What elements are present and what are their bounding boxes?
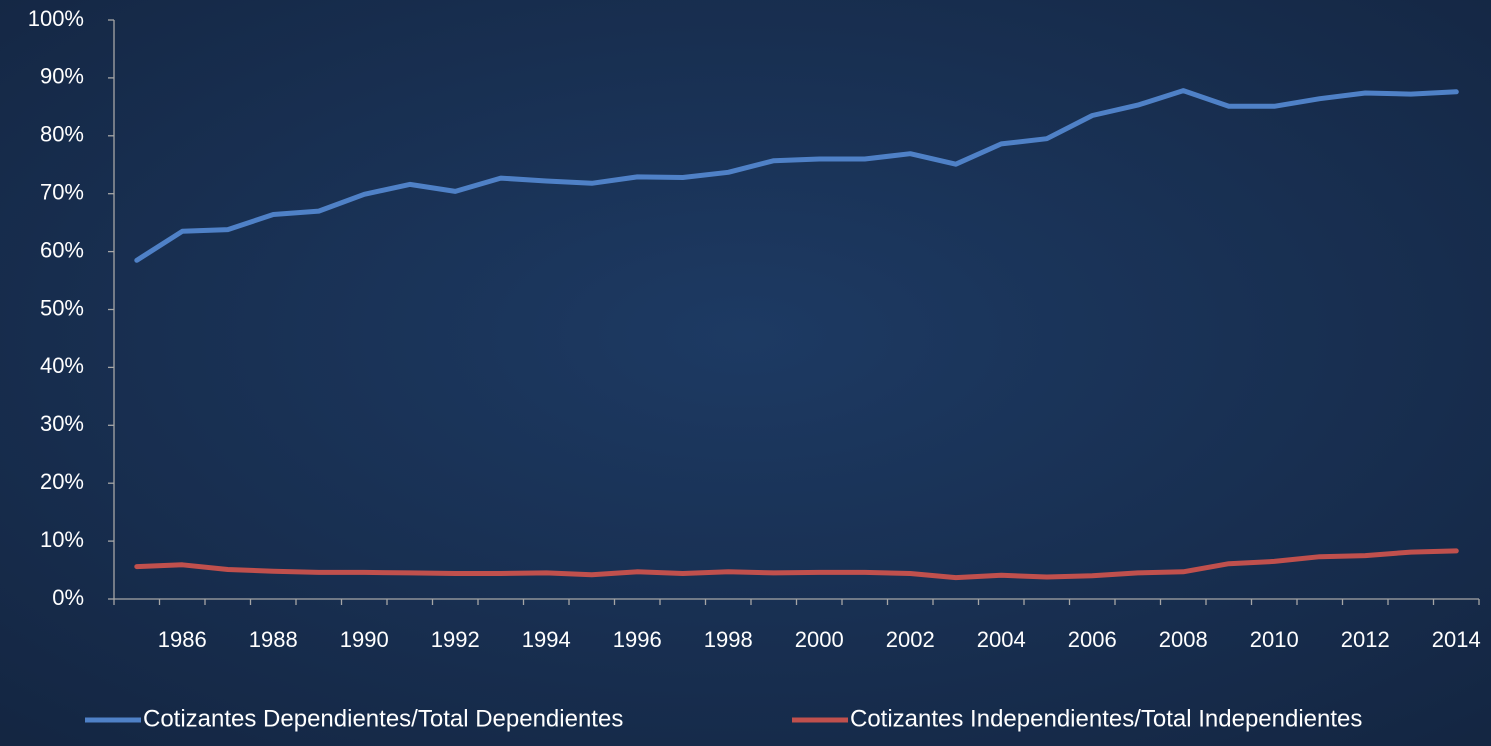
x-tick-label: 2000 xyxy=(795,627,844,652)
legend-label: Cotizantes Dependientes/Total Dependient… xyxy=(143,705,623,732)
x-tick-label: 1988 xyxy=(249,627,298,652)
x-tick-label: 1992 xyxy=(431,627,480,652)
y-tick-label: 70% xyxy=(40,180,84,205)
y-tick-label: 60% xyxy=(40,237,84,262)
x-tick-label: 2014 xyxy=(1432,627,1481,652)
x-tick-label: 1994 xyxy=(522,627,571,652)
y-tick-label: 10% xyxy=(40,527,84,552)
x-tick-label: 1986 xyxy=(158,627,207,652)
x-tick-label: 1998 xyxy=(704,627,753,652)
x-tick-label: 2002 xyxy=(886,627,935,652)
y-tick-label: 20% xyxy=(40,469,84,494)
y-tick-label: 40% xyxy=(40,353,84,378)
x-tick-label: 2012 xyxy=(1341,627,1390,652)
series-line xyxy=(134,88,1459,263)
y-tick-label: 50% xyxy=(40,295,84,320)
y-tick-label: 30% xyxy=(40,411,84,436)
x-tick-label: 2008 xyxy=(1159,627,1208,652)
y-tick-label: 80% xyxy=(40,122,84,147)
x-tick-label: 1990 xyxy=(340,627,389,652)
y-tick-label: 0% xyxy=(52,585,84,610)
series-line xyxy=(134,548,1459,581)
x-tick-label: 1996 xyxy=(613,627,662,652)
x-tick-label: 2004 xyxy=(977,627,1026,652)
y-tick-label: 100% xyxy=(28,6,84,31)
y-tick-label: 90% xyxy=(40,64,84,89)
x-tick-label: 2010 xyxy=(1250,627,1299,652)
x-tick-label: 2006 xyxy=(1068,627,1117,652)
legend-label: Cotizantes Independientes/Total Independ… xyxy=(850,705,1362,732)
